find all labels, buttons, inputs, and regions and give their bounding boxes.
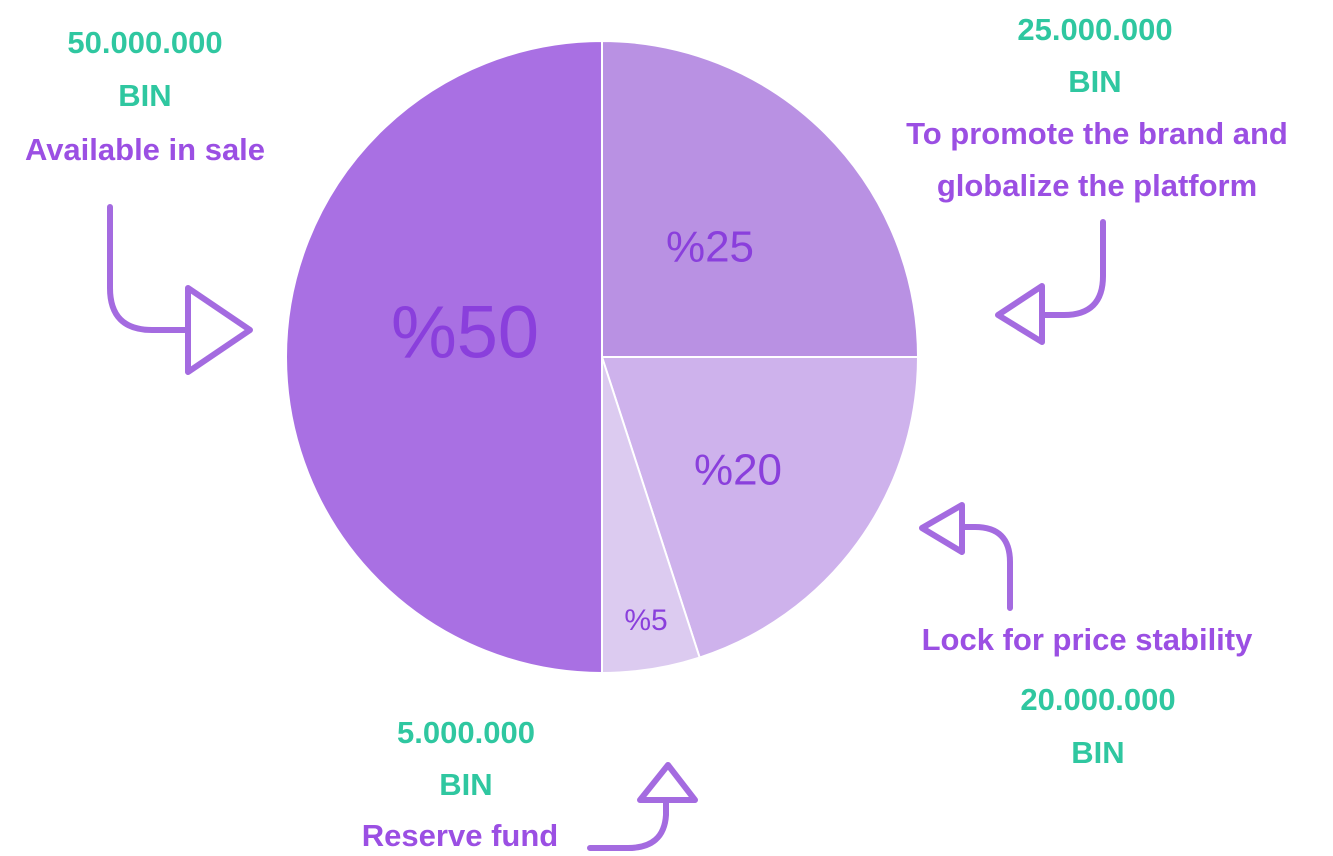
amount: 25.000.000 (1017, 12, 1172, 47)
annotation-label: globalize the platform (937, 168, 1257, 203)
annotation-label: Reserve fund (362, 818, 558, 853)
arrow-head (637, 762, 698, 803)
arrow-head (185, 285, 253, 375)
pie-slice (601, 39, 920, 358)
pie-slice (285, 39, 603, 675)
unit: BIN (1071, 735, 1124, 770)
arrow (959, 524, 1013, 611)
arrows (107, 204, 1106, 851)
unit: BIN (118, 78, 171, 113)
annotation-label: To promote the brand and (906, 116, 1288, 151)
arrow (587, 797, 669, 851)
amount: 5.000.000 (397, 715, 535, 750)
annotation-label: Lock for price stability (922, 622, 1254, 657)
slice-label: %5 (624, 604, 667, 637)
slice-label: %50 (391, 291, 539, 374)
unit: BIN (439, 767, 492, 802)
arrow (107, 204, 191, 333)
pie-slice (600, 356, 920, 659)
arrow (1039, 219, 1106, 318)
amount: 50.000.000 (67, 25, 222, 60)
slice-label: %20 (694, 446, 782, 495)
amount: 20.000.000 (1020, 682, 1175, 717)
arrow-head (995, 283, 1045, 345)
arrow-head (919, 502, 965, 555)
unit: BIN (1068, 64, 1121, 99)
slice-label: %25 (666, 223, 754, 272)
pie: %25 %20 %5 %50 (285, 39, 920, 675)
annotation-label: Available in sale (25, 132, 265, 167)
annotations: 25.000.000 BIN To promote the brand and glo… (25, 12, 1288, 853)
